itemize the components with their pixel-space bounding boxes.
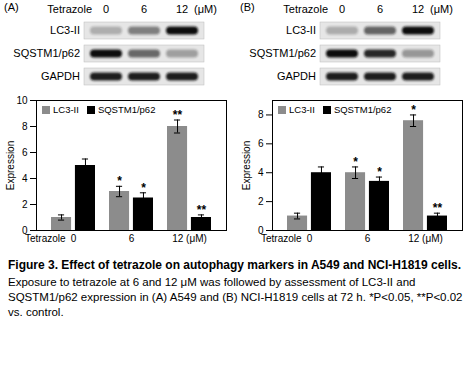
svg-text:4: 4 <box>258 167 264 178</box>
svg-text:12 (μM): 12 (μM) <box>408 233 443 244</box>
svg-text:Tetrazole: Tetrazole <box>283 3 328 15</box>
svg-text:0: 0 <box>21 224 28 236</box>
svg-text:SQSTM1/p62: SQSTM1/p62 <box>249 47 316 59</box>
svg-text:2: 2 <box>258 196 264 207</box>
svg-text:12 (μM): 12 (μM) <box>172 233 207 244</box>
svg-text:4: 4 <box>22 173 28 184</box>
html-text:Tetrazole: Tetrazole <box>261 233 302 244</box>
svg-text:0: 0 <box>103 3 109 15</box>
svg-text:GAPDH: GAPDH <box>277 70 316 82</box>
svg-text:(A): (A) <box>4 1 19 13</box>
svg-text:Tetrazole: Tetrazole <box>47 3 92 15</box>
svg-text:GAPDH: GAPDH <box>41 70 80 82</box>
svg-text:LC3-II: LC3-II <box>286 24 316 36</box>
svg-text:8: 8 <box>22 121 28 132</box>
svg-text:12: 12 <box>176 3 188 15</box>
svg-text:6: 6 <box>365 233 371 244</box>
svg-text:SQSTM1/p62: SQSTM1/p62 <box>13 47 80 59</box>
svg-text:*: * <box>141 181 146 195</box>
svg-text:0: 0 <box>339 3 345 15</box>
html-text:SQSTM1/p62: SQSTM1/p62 <box>333 104 392 115</box>
svg-text:**: ** <box>433 201 443 215</box>
svg-text:(μM): (μM) <box>430 3 453 15</box>
html-text:LC3-II: LC3-II <box>53 104 79 115</box>
svg-text:(μM): (μM) <box>194 3 217 15</box>
svg-text:0: 0 <box>307 233 313 244</box>
svg-text:6: 6 <box>22 147 28 158</box>
svg-text:12: 12 <box>412 3 424 15</box>
svg-text:10: 10 <box>16 95 28 106</box>
svg-text:0: 0 <box>71 233 77 244</box>
svg-text:6: 6 <box>377 3 383 15</box>
svg-text:(B): (B) <box>240 1 255 13</box>
svg-text:LC3-II: LC3-II <box>50 24 80 36</box>
html-text:Figure 3. Effect of tetrazole: Figure 3. Effect of tetrazole on autopha… <box>8 258 461 272</box>
svg-text:**: ** <box>173 108 183 122</box>
svg-text:**: ** <box>197 203 207 217</box>
html-text:SQSTM1/p62: SQSTM1/p62 <box>97 104 156 115</box>
svg-text:6: 6 <box>129 233 135 244</box>
html-text:Exposure to tetrazole at 6 and: Exposure to tetrazole at 6 and 12 μM was… <box>8 276 463 318</box>
svg-text:*: * <box>353 155 358 169</box>
svg-text:Expression: Expression <box>5 141 16 190</box>
svg-text:*: * <box>117 174 122 188</box>
svg-text:2: 2 <box>22 199 28 210</box>
svg-text:Expression: Expression <box>241 141 252 190</box>
svg-text:0: 0 <box>257 224 264 236</box>
html-text:LC3-II: LC3-II <box>289 104 315 115</box>
svg-text:*: * <box>377 165 382 179</box>
html-text:Tetrazole: Tetrazole <box>25 233 66 244</box>
svg-text:6: 6 <box>258 138 264 149</box>
svg-text:6: 6 <box>141 3 147 15</box>
svg-text:8: 8 <box>258 109 264 120</box>
svg-text:*: * <box>411 103 416 117</box>
